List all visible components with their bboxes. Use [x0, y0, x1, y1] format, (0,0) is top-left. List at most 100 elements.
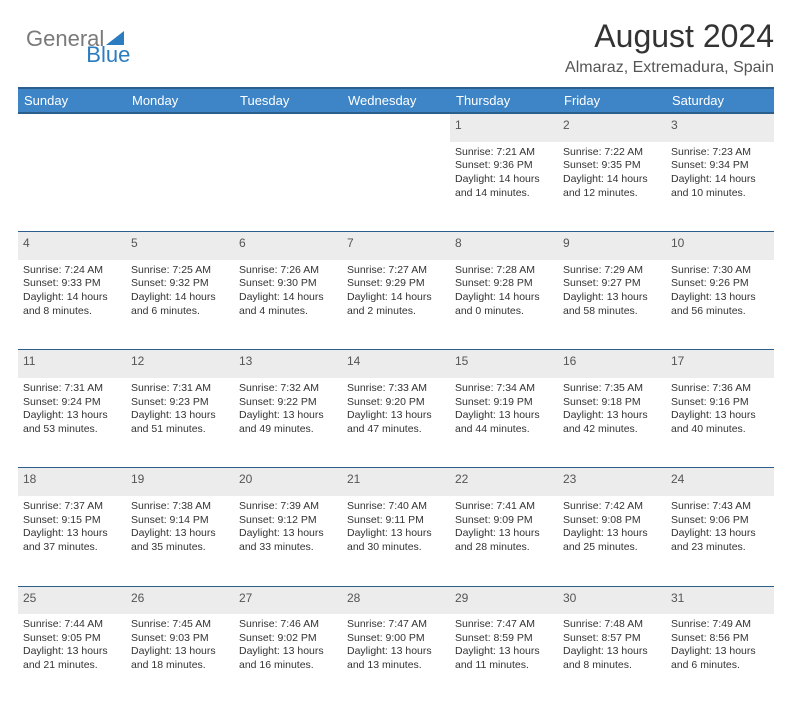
day-number-cell: 11	[18, 350, 126, 378]
day-cell: Sunrise: 7:38 AMSunset: 9:14 PMDaylight:…	[126, 496, 234, 586]
day-number: 10	[671, 236, 684, 250]
day-cell: Sunrise: 7:37 AMSunset: 9:15 PMDaylight:…	[18, 496, 126, 586]
daylight-text: Daylight: 13 hours and 49 minutes.	[239, 409, 337, 436]
day-header: Friday	[558, 88, 666, 113]
sunrise-text: Sunrise: 7:36 AM	[671, 382, 769, 396]
daynum-row: 18 192021 22 23 24	[18, 468, 774, 496]
day-cell: Sunrise: 7:41 AMSunset: 9:09 PMDaylight:…	[450, 496, 558, 586]
sunrise-text: Sunrise: 7:24 AM	[23, 264, 121, 278]
day-cell: Sunrise: 7:25 AMSunset: 9:32 PMDaylight:…	[126, 260, 234, 350]
sunset-text: Sunset: 9:34 PM	[671, 159, 769, 173]
day-cell: Sunrise: 7:24 AMSunset: 9:33 PMDaylight:…	[18, 260, 126, 350]
day-cell: Sunrise: 7:36 AMSunset: 9:16 PMDaylight:…	[666, 378, 774, 468]
daylight-text: Daylight: 13 hours and 16 minutes.	[239, 645, 337, 672]
sunset-text: Sunset: 9:26 PM	[671, 277, 769, 291]
sunset-text: Sunset: 9:19 PM	[455, 396, 553, 410]
day-cell: Sunrise: 7:48 AMSunset: 8:57 PMDaylight:…	[558, 614, 666, 704]
day-number-cell: 13	[234, 350, 342, 378]
day-number: 3	[671, 118, 678, 132]
day-number-cell: 19	[126, 468, 234, 496]
week-content-row: Sunrise: 7:44 AMSunset: 9:05 PMDaylight:…	[18, 614, 774, 704]
day-number-cell: 3	[666, 113, 774, 142]
sunset-text: Sunset: 9:22 PM	[239, 396, 337, 410]
sunrise-text: Sunrise: 7:33 AM	[347, 382, 445, 396]
daynum-row: 11121314151617	[18, 350, 774, 378]
sunset-text: Sunset: 9:30 PM	[239, 277, 337, 291]
day-number-cell: 27	[234, 586, 342, 614]
sunset-text: Sunset: 9:03 PM	[131, 632, 229, 646]
day-cell: Sunrise: 7:27 AMSunset: 9:29 PMDaylight:…	[342, 260, 450, 350]
day-number: 16	[563, 354, 576, 368]
daylight-text: Daylight: 13 hours and 6 minutes.	[671, 645, 769, 672]
day-cell: Sunrise: 7:29 AMSunset: 9:27 PMDaylight:…	[558, 260, 666, 350]
day-number-cell: 28	[342, 586, 450, 614]
day-number-cell: 31	[666, 586, 774, 614]
day-number-cell: 21	[342, 468, 450, 496]
sunrise-text: Sunrise: 7:26 AM	[239, 264, 337, 278]
sunset-text: Sunset: 9:36 PM	[455, 159, 553, 173]
sunset-text: Sunset: 9:24 PM	[23, 396, 121, 410]
day-number: 31	[671, 591, 684, 605]
day-number: 24	[671, 472, 684, 486]
day-number-cell	[342, 113, 450, 142]
sunset-text: Sunset: 9:23 PM	[131, 396, 229, 410]
day-number-cell: 20	[234, 468, 342, 496]
day-cell	[234, 142, 342, 232]
week-content-row: Sunrise: 7:37 AMSunset: 9:15 PMDaylight:…	[18, 496, 774, 586]
sunset-text: Sunset: 9:27 PM	[563, 277, 661, 291]
daylight-text: Daylight: 13 hours and 37 minutes.	[23, 527, 121, 554]
sunrise-text: Sunrise: 7:25 AM	[131, 264, 229, 278]
sunset-text: Sunset: 9:15 PM	[23, 514, 121, 528]
daylight-text: Daylight: 13 hours and 8 minutes.	[563, 645, 661, 672]
day-number: 18	[23, 472, 36, 486]
day-cell: Sunrise: 7:31 AMSunset: 9:24 PMDaylight:…	[18, 378, 126, 468]
sunrise-text: Sunrise: 7:43 AM	[671, 500, 769, 514]
sunrise-text: Sunrise: 7:40 AM	[347, 500, 445, 514]
day-number: 13	[239, 354, 252, 368]
daylight-text: Daylight: 13 hours and 33 minutes.	[239, 527, 337, 554]
day-number: 28	[347, 591, 360, 605]
day-cell: Sunrise: 7:42 AMSunset: 9:08 PMDaylight:…	[558, 496, 666, 586]
day-number-cell: 14	[342, 350, 450, 378]
day-cell: Sunrise: 7:46 AMSunset: 9:02 PMDaylight:…	[234, 614, 342, 704]
sunrise-text: Sunrise: 7:47 AM	[455, 618, 553, 632]
daylight-text: Daylight: 13 hours and 30 minutes.	[347, 527, 445, 554]
day-number-cell	[234, 113, 342, 142]
day-number-cell: 30	[558, 586, 666, 614]
sunrise-text: Sunrise: 7:47 AM	[347, 618, 445, 632]
day-cell: Sunrise: 7:26 AMSunset: 9:30 PMDaylight:…	[234, 260, 342, 350]
daylight-text: Daylight: 13 hours and 11 minutes.	[455, 645, 553, 672]
sunset-text: Sunset: 8:57 PM	[563, 632, 661, 646]
day-number: 7	[347, 236, 354, 250]
daylight-text: Daylight: 13 hours and 47 minutes.	[347, 409, 445, 436]
sunset-text: Sunset: 9:29 PM	[347, 277, 445, 291]
day-cell: Sunrise: 7:40 AMSunset: 9:11 PMDaylight:…	[342, 496, 450, 586]
sunrise-text: Sunrise: 7:28 AM	[455, 264, 553, 278]
sunrise-text: Sunrise: 7:41 AM	[455, 500, 553, 514]
daynum-row: 123	[18, 113, 774, 142]
day-header: Saturday	[666, 88, 774, 113]
day-number-cell: 25	[18, 586, 126, 614]
day-number: 29	[455, 591, 468, 605]
day-number-cell: 10	[666, 232, 774, 260]
day-number-cell: 17	[666, 350, 774, 378]
sunrise-text: Sunrise: 7:42 AM	[563, 500, 661, 514]
day-number: 4	[23, 236, 30, 250]
day-header: Tuesday	[234, 88, 342, 113]
sunset-text: Sunset: 9:28 PM	[455, 277, 553, 291]
sunrise-text: Sunrise: 7:31 AM	[131, 382, 229, 396]
day-number-cell: 18	[18, 468, 126, 496]
sunset-text: Sunset: 9:05 PM	[23, 632, 121, 646]
day-number: 22	[455, 472, 468, 486]
sunset-text: Sunset: 8:56 PM	[671, 632, 769, 646]
sunrise-text: Sunrise: 7:30 AM	[671, 264, 769, 278]
sunset-text: Sunset: 8:59 PM	[455, 632, 553, 646]
day-number-cell: 23	[558, 468, 666, 496]
day-number: 11	[23, 354, 35, 368]
day-number-cell: 16	[558, 350, 666, 378]
day-cell: Sunrise: 7:30 AMSunset: 9:26 PMDaylight:…	[666, 260, 774, 350]
day-cell	[18, 142, 126, 232]
day-cell: Sunrise: 7:32 AMSunset: 9:22 PMDaylight:…	[234, 378, 342, 468]
daylight-text: Daylight: 14 hours and 4 minutes.	[239, 291, 337, 318]
day-cell: Sunrise: 7:23 AMSunset: 9:34 PMDaylight:…	[666, 142, 774, 232]
